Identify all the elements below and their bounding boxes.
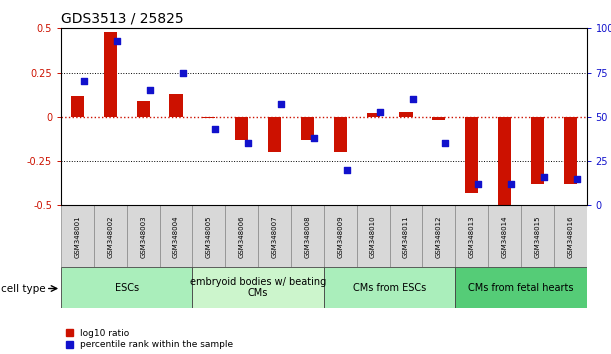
Text: GSM348006: GSM348006: [239, 215, 245, 258]
Text: GSM348014: GSM348014: [502, 215, 508, 258]
Point: [474, 181, 483, 187]
Bar: [432, 117, 445, 120]
Text: GSM348016: GSM348016: [567, 215, 573, 258]
Bar: [521, 205, 554, 267]
Point: [572, 176, 582, 182]
Text: GSM348011: GSM348011: [403, 215, 409, 258]
Bar: [563, 117, 577, 184]
Point: [309, 135, 319, 141]
Text: GSM348005: GSM348005: [206, 215, 212, 258]
Bar: [324, 267, 455, 308]
Bar: [324, 205, 357, 267]
Bar: [301, 117, 314, 140]
Point: [342, 167, 352, 173]
Point: [408, 96, 417, 102]
Point: [79, 79, 89, 84]
Bar: [390, 205, 422, 267]
Text: GSM348001: GSM348001: [75, 215, 81, 258]
Point: [506, 181, 516, 187]
Text: GSM348004: GSM348004: [173, 215, 179, 258]
Bar: [554, 205, 587, 267]
Text: GSM348013: GSM348013: [469, 215, 475, 258]
Bar: [268, 117, 281, 152]
Text: embryoid bodies w/ beating
CMs: embryoid bodies w/ beating CMs: [190, 277, 326, 298]
Bar: [455, 267, 587, 308]
Text: GSM348007: GSM348007: [271, 215, 277, 258]
Text: GSM348009: GSM348009: [337, 215, 343, 258]
Legend: log10 ratio, percentile rank within the sample: log10 ratio, percentile rank within the …: [65, 329, 233, 349]
Bar: [235, 117, 248, 140]
Point: [539, 174, 549, 180]
Bar: [61, 267, 192, 308]
Bar: [367, 113, 379, 117]
Text: GSM348015: GSM348015: [534, 215, 540, 258]
Bar: [192, 205, 225, 267]
Point: [441, 141, 450, 146]
Text: ESCs: ESCs: [115, 282, 139, 293]
Bar: [400, 112, 412, 117]
Bar: [159, 205, 192, 267]
Bar: [258, 205, 291, 267]
Text: GSM348002: GSM348002: [108, 215, 114, 258]
Text: CMs from fetal hearts: CMs from fetal hearts: [468, 282, 574, 293]
Bar: [202, 117, 216, 118]
Text: GSM348010: GSM348010: [370, 215, 376, 258]
Bar: [334, 117, 347, 152]
Bar: [357, 205, 390, 267]
Text: GDS3513 / 25825: GDS3513 / 25825: [61, 12, 184, 26]
Point: [145, 87, 155, 93]
Bar: [169, 94, 183, 117]
Bar: [94, 205, 127, 267]
Text: cell type: cell type: [1, 284, 45, 293]
Text: CMs from ESCs: CMs from ESCs: [353, 282, 426, 293]
Bar: [225, 205, 258, 267]
Bar: [137, 101, 150, 117]
Bar: [422, 205, 455, 267]
Bar: [291, 205, 324, 267]
Bar: [71, 96, 84, 117]
Text: GSM348012: GSM348012: [436, 215, 442, 258]
Point: [178, 70, 188, 75]
Bar: [455, 205, 488, 267]
Text: GSM348008: GSM348008: [304, 215, 310, 258]
Bar: [104, 32, 117, 117]
Bar: [465, 117, 478, 193]
Bar: [498, 117, 511, 205]
Point: [243, 141, 253, 146]
Point: [276, 102, 286, 107]
Bar: [531, 117, 544, 184]
Bar: [61, 205, 94, 267]
Bar: [488, 205, 521, 267]
Point: [211, 126, 221, 132]
Bar: [127, 205, 159, 267]
Text: GSM348003: GSM348003: [140, 215, 146, 258]
Point: [375, 109, 384, 114]
Bar: [192, 267, 324, 308]
Point: [112, 38, 122, 44]
